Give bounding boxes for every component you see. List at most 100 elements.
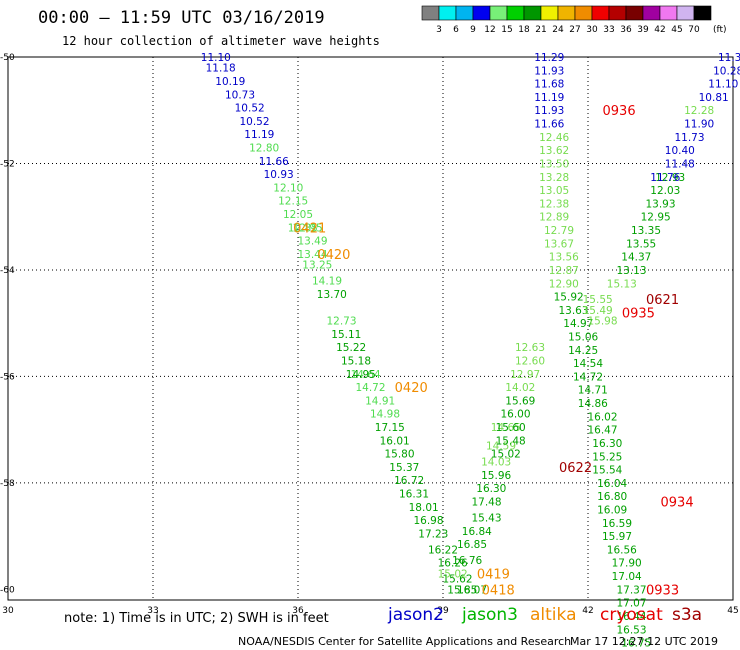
y-tick-label: -54 bbox=[0, 266, 15, 276]
wave-height-label: 16.72 bbox=[394, 475, 424, 487]
wave-height-label: 15.85 bbox=[447, 584, 477, 596]
wave-height-label: 14.95 bbox=[346, 369, 376, 381]
wave-height-label: 12.03 bbox=[650, 185, 680, 197]
wave-height-label: 15.60 bbox=[496, 422, 526, 434]
wave-height-label: 14.37 bbox=[621, 252, 651, 264]
wave-height-label: 16.47 bbox=[587, 425, 617, 437]
legend-tick-label: 12 bbox=[484, 25, 495, 35]
wave-height-label: 15.69 bbox=[505, 395, 535, 407]
wave-height-label: 16.30 bbox=[592, 438, 622, 450]
wave-height-label: 14.02 bbox=[505, 382, 535, 394]
wave-height-label: 11.48 bbox=[665, 158, 695, 170]
wave-height-label: 13.55 bbox=[626, 238, 656, 250]
wave-height-label: 17.23 bbox=[418, 528, 448, 540]
wave-height-label: 15.11 bbox=[331, 329, 361, 341]
wave-height-label: 14.72 bbox=[355, 382, 385, 394]
wave-height-label: 16.53 bbox=[616, 624, 646, 636]
wave-height-label: 11.19 bbox=[534, 92, 564, 104]
credit-line: NOAA/NESDIS Center for Satellite Applica… bbox=[238, 635, 572, 648]
pass-time-label: 0933 bbox=[646, 583, 679, 598]
pass-time-label: 0622 bbox=[559, 461, 592, 476]
wave-height-label: 14.71 bbox=[578, 385, 608, 397]
wave-height-label: 16.01 bbox=[380, 435, 410, 447]
legend-tick-label: 70 bbox=[688, 25, 700, 35]
legend-tick-label: 42 bbox=[654, 25, 665, 35]
wave-height-label: 15.25 bbox=[592, 451, 622, 463]
wave-height-label: 14.91 bbox=[365, 395, 395, 407]
pass-time-label: 0418 bbox=[482, 583, 515, 598]
wave-height-label: 13.70 bbox=[317, 289, 347, 301]
wave-height-label: 14.98 bbox=[370, 409, 400, 421]
legend-tick-label: 24 bbox=[552, 25, 564, 35]
wave-height-label: 13.13 bbox=[616, 265, 646, 277]
wave-height-label: 11.93 bbox=[534, 105, 564, 117]
wave-height-label: 11.66 bbox=[534, 119, 564, 131]
legend-unit: (ft) bbox=[713, 25, 727, 35]
wave-height-label: 10.93 bbox=[264, 169, 294, 181]
wave-height-label: 11.68 bbox=[534, 79, 564, 91]
wave-height-label: 16.09 bbox=[597, 505, 627, 517]
y-tick-label: -58 bbox=[0, 479, 15, 489]
wave-height-label: 15.49 bbox=[583, 305, 613, 317]
wave-height-label: 11.66 bbox=[259, 156, 289, 168]
wave-height-label: 16.76 bbox=[452, 555, 482, 567]
wave-height-label: 12.87 bbox=[549, 265, 579, 277]
wave-height-label: 12.95 bbox=[293, 222, 323, 234]
x-tick-label: 36 bbox=[292, 606, 304, 616]
wave-height-label: 14.97 bbox=[563, 318, 593, 330]
pass-time-label: 0935 bbox=[622, 307, 655, 322]
wave-height-label: 10.52 bbox=[239, 116, 269, 128]
wave-height-label: 17.37 bbox=[616, 584, 646, 596]
wave-height-label: 16.26 bbox=[438, 558, 468, 570]
legend-tick-label: 3 bbox=[436, 25, 442, 35]
wave-height-label: 14.59 bbox=[486, 441, 516, 453]
legend-tick-label: 33 bbox=[603, 25, 614, 35]
y-tick-label: -56 bbox=[0, 372, 15, 382]
wave-height-label: 14.64 bbox=[351, 369, 381, 381]
wave-height-label: 10.28 bbox=[713, 65, 740, 77]
wave-height-label: 15.97 bbox=[602, 531, 632, 543]
wave-height-label: 15.37 bbox=[389, 462, 419, 474]
wave-height-label: 12.79 bbox=[544, 225, 574, 237]
wave-height-label: 16.44 bbox=[616, 611, 646, 623]
wave-height-label: 15.18 bbox=[341, 355, 371, 367]
wave-height-label: 15.13 bbox=[607, 278, 637, 290]
wave-height-label: 17.48 bbox=[471, 497, 501, 509]
wave-height-label: 16.59 bbox=[602, 518, 632, 530]
wave-height-label: 14.72 bbox=[573, 371, 603, 383]
wave-height-label: 12.93 bbox=[655, 172, 685, 184]
legend-tick-label: 6 bbox=[453, 25, 459, 35]
pass-time-label: 0420 bbox=[395, 381, 428, 396]
x-tick-label: 42 bbox=[582, 606, 593, 616]
wave-height-label: 17.04 bbox=[612, 571, 642, 583]
y-tick-label: -50 bbox=[0, 53, 15, 63]
x-tick-label: 39 bbox=[437, 606, 449, 616]
x-tick-label: 33 bbox=[147, 606, 158, 616]
wave-height-label: 15.80 bbox=[384, 449, 414, 461]
satellite-label-cryosat: cryosat bbox=[600, 605, 663, 625]
wave-height-label: 10.73 bbox=[225, 89, 255, 101]
wave-height-label: 17.07 bbox=[616, 598, 646, 610]
wave-height-label: 11.10 bbox=[201, 52, 231, 64]
wave-height-label: 11.18 bbox=[206, 63, 236, 75]
wave-height-label: 16.04 bbox=[597, 478, 627, 490]
wave-height-label: 14.65 bbox=[491, 422, 521, 434]
legend-tick-label: 9 bbox=[470, 25, 476, 35]
wave-height-label: 13.44 bbox=[297, 249, 327, 261]
wave-height-label: 16.00 bbox=[500, 409, 530, 421]
legend-tick-label: 45 bbox=[671, 25, 682, 35]
wave-height-label: 11.90 bbox=[684, 119, 714, 131]
wave-height-label: 10.52 bbox=[235, 103, 265, 115]
wave-height-label: 13.56 bbox=[549, 252, 579, 264]
wave-height-label: 15.02 bbox=[491, 449, 521, 461]
legend-swatch bbox=[693, 5, 712, 21]
y-tick-label: -52 bbox=[0, 159, 15, 169]
wave-height-label: 12.60 bbox=[515, 355, 545, 367]
wave-height-label: 12.80 bbox=[249, 143, 279, 155]
wave-height-label: 13.62 bbox=[539, 145, 569, 157]
generation-timestamp: Mar 17 12:27:12 UTC 2019 bbox=[570, 635, 718, 648]
wave-height-label: 16.02 bbox=[587, 411, 617, 423]
pass-time-label: 0621 bbox=[646, 293, 679, 308]
wave-height-label: 12.73 bbox=[326, 316, 356, 328]
